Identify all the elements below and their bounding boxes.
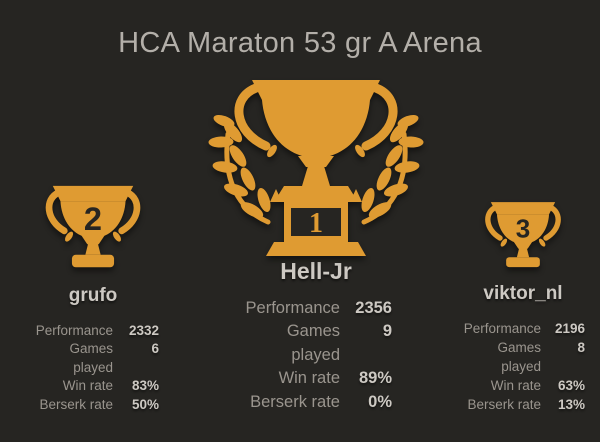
- player-name-second[interactable]: grufo: [68, 284, 118, 306]
- podium-third-place: 3 viktor_nl Performance 2196 Games playe…: [446, 199, 600, 414]
- second-place-trophy-icon: 2: [45, 185, 141, 267]
- third-place-trophy-icon: 3: [485, 202, 561, 268]
- stat-value: 0%: [368, 392, 392, 411]
- player-name-third[interactable]: viktor_nl: [483, 283, 563, 304]
- stat-value: 6: [151, 341, 159, 356]
- rank-number-third: 3: [516, 213, 530, 243]
- stat-value: 83%: [131, 378, 159, 393]
- stat-value: 2196: [554, 321, 585, 336]
- stat-label: Berserk rate: [250, 392, 340, 411]
- berserk-rate-row: Berserk rate 0%: [240, 391, 392, 415]
- stat-label: Games played: [286, 322, 340, 364]
- stat-value: 9: [382, 322, 392, 340]
- stat-value: 2356: [355, 298, 392, 317]
- stat-value: 2332: [128, 322, 159, 338]
- berserk-rate-row: Berserk rate 50%: [27, 396, 159, 415]
- stat-value: 63%: [557, 378, 585, 393]
- stat-label: Win rate: [278, 369, 340, 387]
- stat-label: Berserk rate: [467, 397, 541, 412]
- stat-value: 13%: [557, 397, 585, 412]
- win-rate-row: Win rate 89%: [240, 367, 392, 391]
- rank-number-first: 1: [309, 208, 323, 239]
- games-played-row: Games played 6: [27, 340, 159, 377]
- laurel-branch-icon: [208, 114, 271, 224]
- player-name-first[interactable]: Hell-Jr: [280, 257, 352, 284]
- stat-value: 89%: [358, 369, 392, 387]
- tournament-title: HCA Maraton 53 gr A Arena: [118, 27, 482, 59]
- second-place-stats: Performance 2332 Games played 6 Win rate…: [27, 322, 159, 415]
- win-rate-row: Win rate 63%: [461, 376, 585, 395]
- podium: 2 grufo Performance 2332 Games played 6 …: [0, 78, 600, 415]
- stat-label: Performance: [463, 321, 541, 336]
- stat-label: Win rate: [62, 378, 113, 393]
- stat-label: Games played: [69, 341, 113, 375]
- first-place-trophy-icon: 1: [208, 79, 426, 256]
- podium-second-place: 2 grufo Performance 2332 Games played 6 …: [0, 182, 186, 415]
- stat-label: Performance: [245, 298, 340, 317]
- third-place-stats: Performance 2196 Games played 8 Win rate…: [461, 319, 585, 414]
- stat-label: Win rate: [490, 378, 541, 393]
- podium-first-place: 1 Hell-Jr Performance 2356 Games played …: [186, 78, 446, 415]
- performance-row: Performance 2356: [240, 297, 392, 321]
- games-played-row: Games played 9: [240, 320, 392, 367]
- performance-row: Performance 2332: [27, 322, 159, 341]
- performance-row: Performance 2196: [461, 319, 585, 338]
- stat-label: Games played: [497, 340, 541, 374]
- games-played-row: Games played 8: [461, 338, 585, 376]
- first-place-stats: Performance 2356 Games played 9 Win rate…: [240, 297, 392, 415]
- stat-label: Berserk rate: [39, 396, 113, 412]
- stat-label: Performance: [35, 322, 113, 338]
- berserk-rate-row: Berserk rate 13%: [461, 395, 585, 414]
- stat-value: 8: [577, 340, 585, 355]
- win-rate-row: Win rate 83%: [27, 377, 159, 396]
- rank-number-second: 2: [84, 200, 102, 236]
- stat-value: 50%: [131, 396, 159, 412]
